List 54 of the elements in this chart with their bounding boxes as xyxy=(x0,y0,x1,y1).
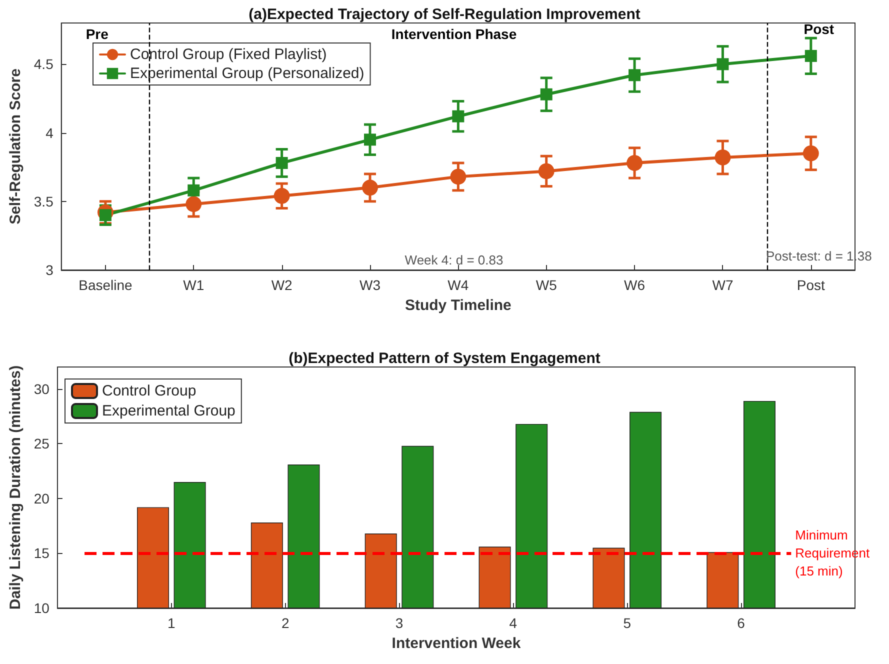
x-tick-label: 4 xyxy=(509,615,518,631)
point xyxy=(362,180,378,196)
y-tick-label: 25 xyxy=(34,436,50,452)
x-tick-label: 2 xyxy=(281,615,290,631)
x-tick-label: W5 xyxy=(536,277,558,293)
x-tick-label: 1 xyxy=(168,615,176,631)
point xyxy=(364,134,376,146)
x-tick-label: W7 xyxy=(712,277,734,293)
point xyxy=(450,168,466,185)
y-tick-label: 30 xyxy=(34,380,50,397)
legend-label: Experimental Group xyxy=(102,402,236,420)
x-tick-label: 3 xyxy=(395,615,404,631)
x-tick-label: W1 xyxy=(183,277,204,293)
y-axis-title: Self-Regulation Score xyxy=(7,68,24,224)
x-tick-label: W3 xyxy=(360,277,381,293)
point xyxy=(276,156,288,169)
y-axis-title: Daily Listening Duration (minutes) xyxy=(7,365,24,610)
y-tick-label: 3 xyxy=(46,262,54,278)
point xyxy=(804,50,817,62)
annotation: Post xyxy=(804,21,834,38)
point xyxy=(186,196,202,212)
point xyxy=(626,154,643,171)
x-tick-label: 5 xyxy=(623,615,632,631)
point xyxy=(538,163,554,180)
annotation: Intervention Phase xyxy=(391,26,517,42)
y-tick-label: 10 xyxy=(34,600,50,616)
point xyxy=(802,145,819,162)
point xyxy=(188,184,200,196)
chart-title: (a)Expected Trajectory of Self-Regulation Improvement xyxy=(248,6,640,23)
chart-title: (b)Expected Pattern of System Engagement xyxy=(288,350,600,367)
legend-label: Control Group xyxy=(102,382,196,400)
point xyxy=(716,58,729,70)
x-tick-label: Baseline xyxy=(78,277,133,293)
x-tick-label: W4 xyxy=(448,277,469,293)
legend-label: Control Group (Fixed Playlist) xyxy=(130,46,327,63)
x-tick-label: Post xyxy=(796,277,826,293)
y-tick-label: 4.5 xyxy=(34,56,54,72)
legend-label: Experimental Group (Personalized) xyxy=(130,65,364,82)
y-tick-label: 3.5 xyxy=(34,193,54,210)
y-tick-label: 4 xyxy=(46,124,54,141)
x-axis-title: Intervention Week xyxy=(392,635,522,652)
x-tick-label: W6 xyxy=(624,277,646,293)
point xyxy=(274,188,290,204)
x-tick-label: W2 xyxy=(271,277,293,293)
point xyxy=(714,149,731,166)
point xyxy=(540,88,552,100)
point xyxy=(628,69,641,82)
x-tick-label: 6 xyxy=(737,615,746,631)
annotation: Pre xyxy=(86,26,109,42)
y-tick-label: 15 xyxy=(34,545,50,562)
point xyxy=(452,110,464,122)
annotation: Week 4: d = 0.83 xyxy=(404,252,504,268)
x-axis-title: Study Timeline xyxy=(404,297,512,314)
y-tick-label: 20 xyxy=(34,490,50,506)
